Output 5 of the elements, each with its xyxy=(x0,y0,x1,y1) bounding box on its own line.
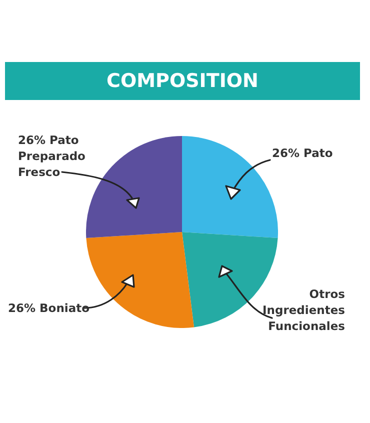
slice-label: 26% Boniato xyxy=(8,300,90,316)
slice-label: Otros Ingredientes Funcionales xyxy=(262,286,345,334)
slice-label: 26% Pato Preparado Fresco xyxy=(18,132,86,180)
slice-label: 26% Pato xyxy=(272,145,334,161)
chart-title: COMPOSITION xyxy=(5,62,360,100)
